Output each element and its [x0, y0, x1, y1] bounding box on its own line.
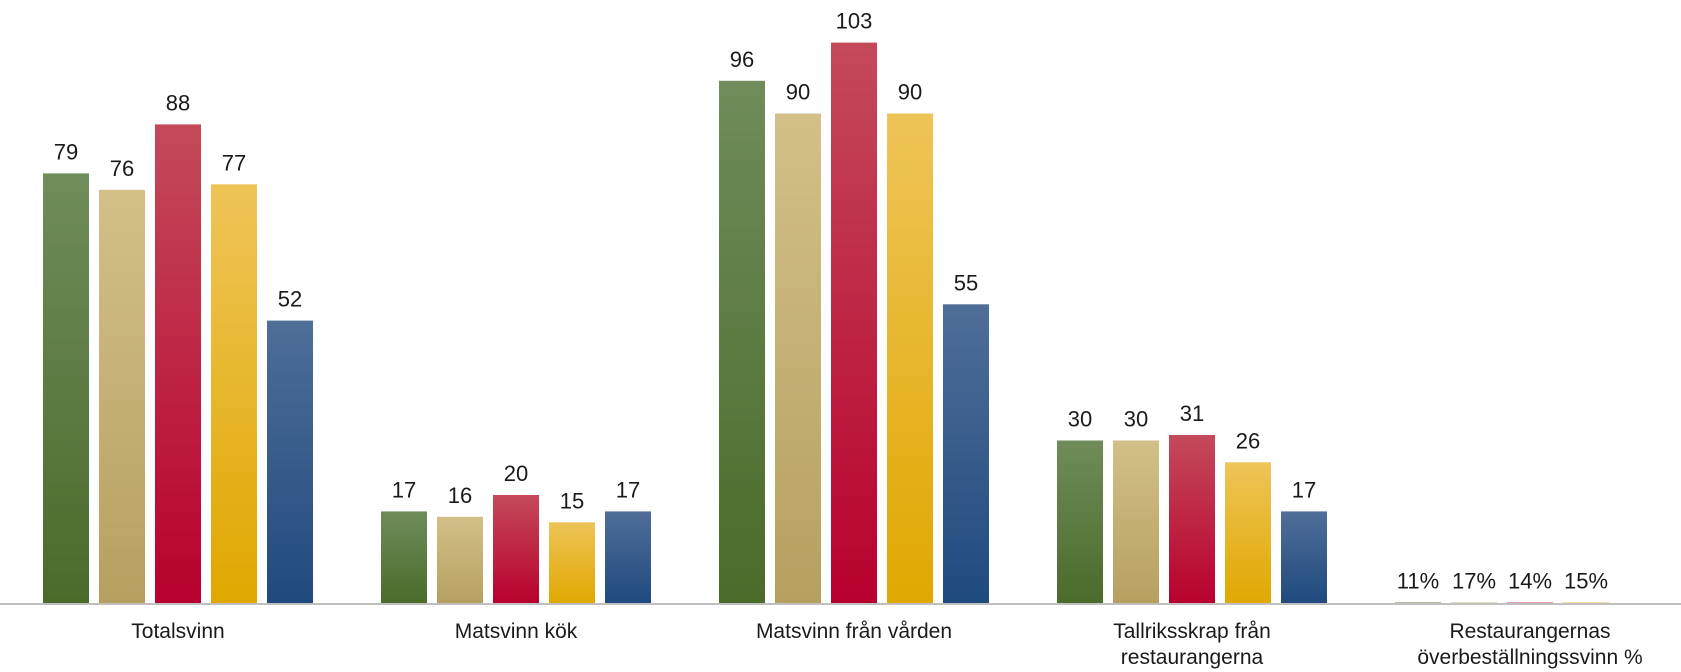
category-label-2: Matsvinn från vården: [756, 620, 952, 643]
bar-cat3-series2: [1169, 435, 1215, 604]
data-label-cat0-series1: 76: [110, 156, 134, 181]
bars-layer: [43, 42, 1609, 605]
data-label-cat2-series3: 90: [898, 80, 922, 105]
data-label-cat0-series0: 79: [54, 139, 78, 164]
bar-cat1-series0: [381, 511, 427, 605]
bar-cat0-series1: [99, 189, 145, 605]
data-label-cat2-series4: 55: [954, 270, 978, 295]
data-label-cat3-series0: 30: [1068, 407, 1092, 432]
data-label-cat1-series0: 17: [392, 477, 416, 502]
bar-cat3-series3: [1225, 462, 1271, 604]
data-label-cat1-series1: 16: [448, 483, 472, 508]
data-label-cat2-series1: 90: [786, 80, 810, 105]
value-labels-layer: 79 76 88 77 52 17 16 20 15 17 96 90 103 90 55 30 30 31 26 1…: [54, 9, 1608, 594]
data-label-cat4-series0: 11%: [1397, 569, 1439, 594]
data-label-cat3-series3: 26: [1236, 428, 1260, 453]
category-label-0: Totalsvinn: [131, 620, 224, 643]
bar-cat0-series0: [43, 173, 89, 604]
bar-cat3-series0: [1057, 440, 1103, 604]
category-label-3: Tallriksskrap från restaurangerna: [1113, 620, 1271, 669]
bar-cat3-series1: [1113, 440, 1159, 604]
bar-cat1-series2: [493, 495, 539, 604]
data-label-cat4-series2: 14%: [1508, 569, 1552, 594]
data-label-cat3-series4: 17: [1292, 477, 1316, 502]
bar-cat1-series3: [549, 522, 595, 605]
data-label-cat0-series2: 88: [166, 90, 190, 115]
data-label-cat4-series1: 17%: [1452, 569, 1496, 594]
data-label-cat1-series4: 17: [616, 477, 640, 502]
data-label-cat3-series2: 31: [1180, 401, 1204, 426]
bar-cat1-series4: [605, 511, 651, 605]
data-label-cat3-series1: 30: [1124, 407, 1148, 432]
data-label-cat2-series2: 103: [836, 9, 873, 34]
bar-cat2-series2: [831, 42, 877, 605]
category-label-1: Matsvinn kök: [455, 620, 578, 643]
bar-cat2-series1: [775, 113, 821, 604]
data-label-cat0-series4: 52: [278, 287, 302, 312]
category-labels-layer: Totalsvinn Matsvinn kök Matsvinn från vård…: [131, 620, 1642, 669]
bar-cat2-series4: [943, 304, 989, 605]
bar-cat0-series2: [155, 124, 201, 605]
data-label-cat0-series3: 77: [222, 150, 246, 175]
bar-cat1-series1: [437, 516, 483, 604]
data-label-cat2-series0: 96: [730, 47, 754, 72]
bar-cat0-series4: [267, 320, 313, 604]
bar-cat3-series4: [1281, 511, 1327, 605]
bar-cat2-series0: [719, 80, 765, 605]
data-label-cat4-series3: 15%: [1564, 569, 1608, 594]
category-label-4: Restaurangernas överbeställningssvinn %: [1417, 620, 1642, 669]
bar-cat2-series3: [887, 113, 933, 604]
data-label-cat1-series3: 15: [560, 488, 584, 513]
data-label-cat1-series2: 20: [504, 461, 528, 486]
bar-cat0-series3: [211, 184, 257, 605]
